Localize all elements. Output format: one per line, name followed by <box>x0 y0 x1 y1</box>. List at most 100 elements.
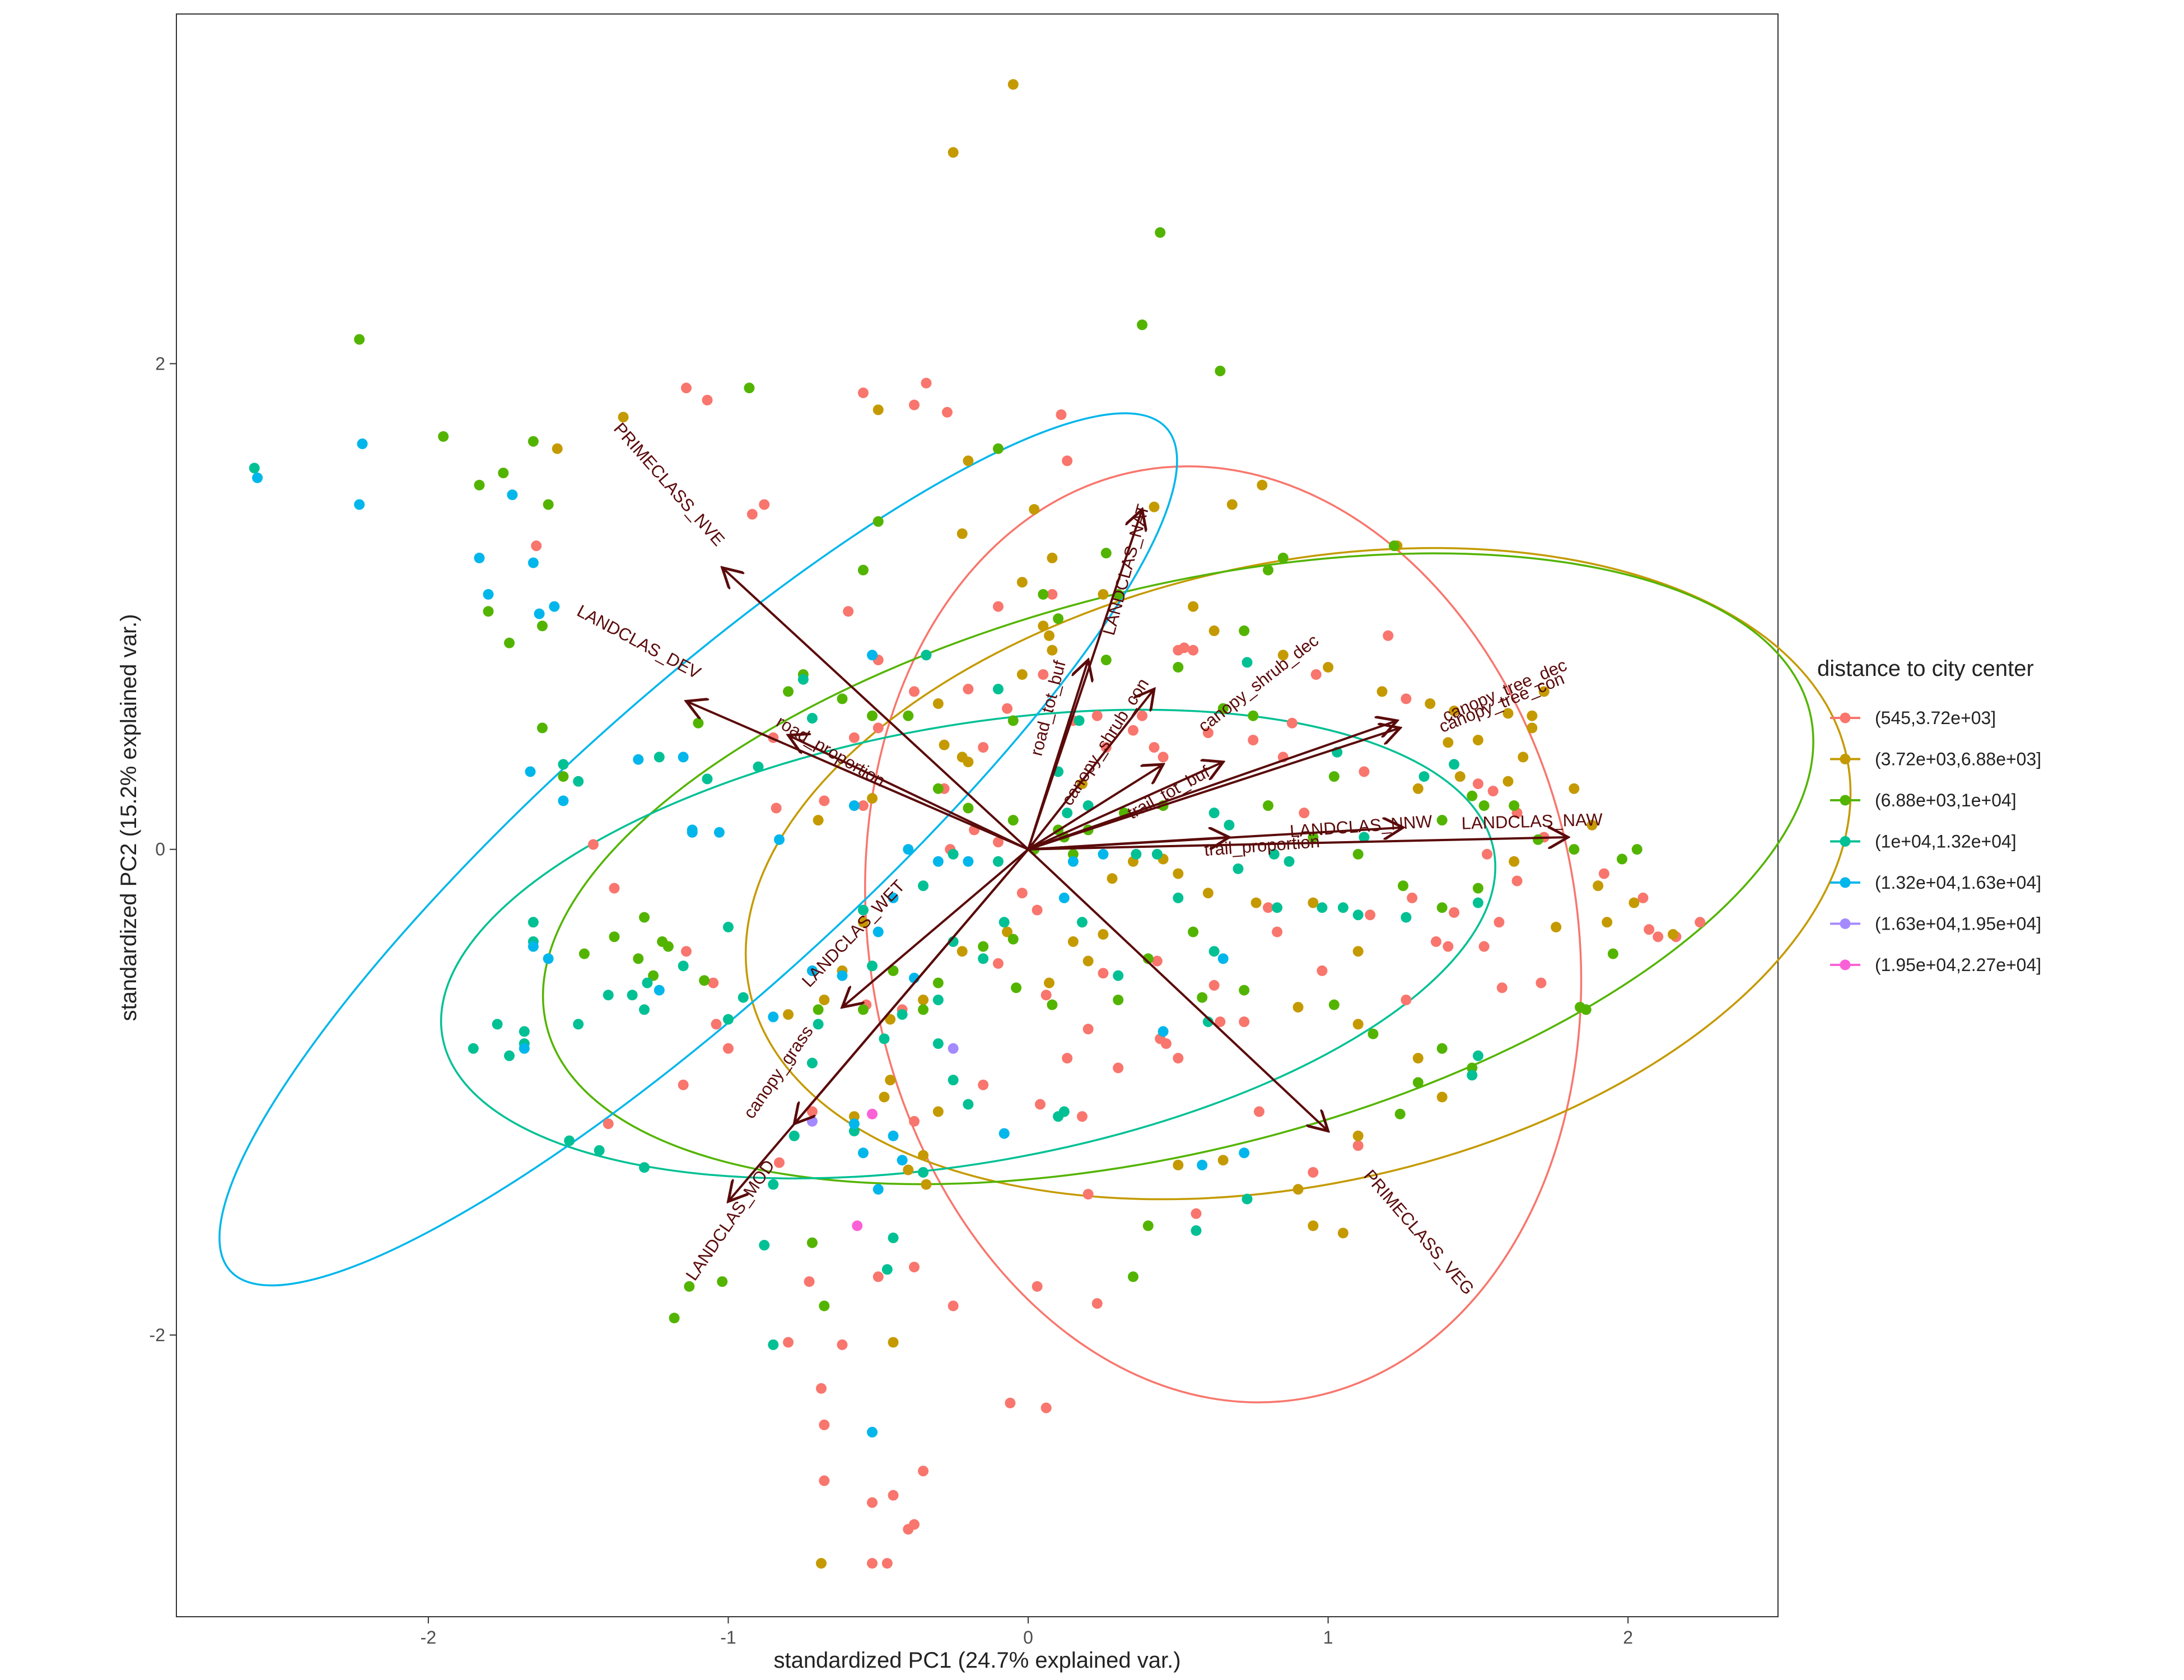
data-point <box>438 431 449 442</box>
data-point <box>1128 1271 1139 1282</box>
data-point <box>627 990 638 1001</box>
data-point <box>872 1184 884 1195</box>
data-point <box>857 1147 869 1159</box>
data-point <box>507 489 518 501</box>
data-point <box>713 827 725 838</box>
data-point <box>888 1130 899 1141</box>
data-point <box>978 742 989 753</box>
data-point <box>759 1240 770 1251</box>
data-point <box>1263 564 1274 576</box>
axes: -2 -1 0 1 2 -2 0 2 <box>150 353 1634 1648</box>
data-point <box>1188 645 1199 656</box>
plot-panel <box>176 13 1779 1617</box>
data-point <box>1173 1053 1184 1064</box>
data-point <box>998 917 1010 928</box>
data-point <box>1082 1024 1094 1035</box>
data-point <box>1128 725 1139 736</box>
data-point <box>768 1179 779 1190</box>
data-point <box>1412 783 1424 794</box>
legend-key-point <box>1840 877 1851 888</box>
legend-label: (1.95e+04,2.27e+04] <box>1875 955 2041 975</box>
data-point <box>1047 589 1058 600</box>
data-point <box>992 958 1004 969</box>
data-point <box>1239 1016 1250 1028</box>
data-point <box>1137 710 1148 721</box>
y-tick-label: -2 <box>150 1325 165 1345</box>
data-point <box>1317 965 1328 977</box>
data-point <box>536 620 548 632</box>
data-point <box>1011 982 1022 993</box>
data-point <box>963 684 974 695</box>
group-ellipse <box>542 552 1814 1186</box>
data-point <box>1352 909 1364 921</box>
data-point <box>1029 504 1040 515</box>
data-point <box>1263 800 1274 811</box>
data-point <box>1352 946 1364 957</box>
data-point <box>702 773 713 785</box>
data-point <box>680 382 692 394</box>
data-point <box>1637 892 1649 903</box>
data-point <box>1002 926 1013 937</box>
data-point <box>921 1179 932 1190</box>
x-tick-label: 2 <box>1623 1627 1633 1648</box>
data-point <box>1082 800 1094 811</box>
data-point <box>648 970 659 981</box>
data-point <box>897 1009 908 1020</box>
data-point <box>1100 654 1112 665</box>
data-point <box>1494 917 1505 928</box>
data-point <box>1425 698 1436 710</box>
data-point <box>783 1009 794 1020</box>
data-point <box>1551 921 1562 932</box>
data-point <box>699 975 710 986</box>
data-point <box>1202 888 1214 899</box>
data-point <box>552 443 563 454</box>
data-point <box>1401 912 1412 923</box>
data-point <box>678 960 689 972</box>
data-point <box>921 377 932 389</box>
data-point <box>1277 650 1289 661</box>
data-point <box>759 499 770 510</box>
data-point <box>1067 936 1079 947</box>
data-point <box>633 754 644 765</box>
data-point <box>744 382 755 394</box>
data-point <box>1053 613 1064 624</box>
data-point <box>1226 499 1238 510</box>
data-point <box>948 1300 959 1312</box>
data-point <box>837 1339 848 1350</box>
data-point <box>1032 904 1043 916</box>
data-point <box>872 404 884 416</box>
data-point <box>918 880 929 892</box>
data-point <box>1038 669 1049 680</box>
data-point <box>963 1099 974 1110</box>
data-point <box>819 1475 830 1486</box>
data-point <box>857 800 869 811</box>
data-point <box>1158 1026 1169 1037</box>
group-ellipse <box>440 708 1496 1180</box>
data-point <box>774 834 785 845</box>
loading-arrow <box>1027 848 1328 1131</box>
data-point <box>888 1233 899 1244</box>
data-point <box>1337 1228 1348 1239</box>
data-point <box>1208 808 1220 819</box>
data-point <box>1179 642 1190 654</box>
data-point <box>903 710 914 721</box>
data-point <box>771 802 782 814</box>
data-point <box>1047 552 1058 563</box>
data-point <box>1418 771 1430 782</box>
data-point <box>1359 766 1370 777</box>
data-point <box>872 722 884 734</box>
data-point <box>1467 1062 1478 1074</box>
data-point <box>1569 783 1580 794</box>
data-point <box>503 1050 515 1061</box>
data-point <box>1149 742 1160 753</box>
data-point <box>680 946 692 957</box>
data-point <box>678 1079 689 1090</box>
legend-key-point <box>1840 712 1851 724</box>
data-point <box>909 1116 920 1127</box>
data-point <box>768 1339 779 1350</box>
data-point <box>1032 1281 1043 1292</box>
data-point <box>1233 863 1244 874</box>
data-point <box>492 1019 503 1030</box>
data-point <box>1533 834 1544 845</box>
data-point <box>879 1091 890 1103</box>
